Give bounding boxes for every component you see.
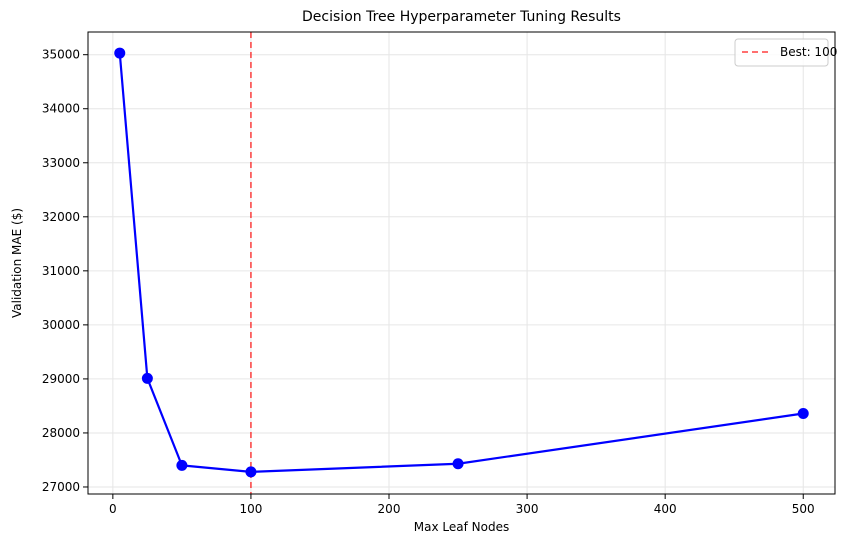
y-tick-label: 29000 xyxy=(42,372,80,386)
data-point xyxy=(452,458,464,470)
data-point xyxy=(141,372,153,384)
x-tick-label: 300 xyxy=(516,502,539,516)
x-tick-label: 200 xyxy=(378,502,401,516)
grid xyxy=(88,32,835,494)
legend-label-best: Best: 100 xyxy=(780,45,837,59)
data-point xyxy=(245,466,257,478)
ticks: 0 100 200 300 400 500 27000 28000 29000 30000 3100… xyxy=(42,48,815,516)
plot-frame xyxy=(87,31,836,495)
y-tick-label: 32000 xyxy=(42,210,80,224)
y-tick-label: 33000 xyxy=(42,156,80,170)
x-tick-label: 0 xyxy=(109,502,117,516)
y-tick-label: 35000 xyxy=(42,48,80,62)
y-tick-label: 31000 xyxy=(42,264,80,278)
x-tick-label: 400 xyxy=(654,502,677,516)
data-point xyxy=(797,407,809,419)
legend-box xyxy=(734,38,829,67)
x-tick-label: 100 xyxy=(239,502,262,516)
y-tick-label: 27000 xyxy=(42,480,80,494)
y-tick-label: 30000 xyxy=(42,318,80,332)
y-tick-label: 28000 xyxy=(42,426,80,440)
data-point xyxy=(176,459,188,471)
x-axis-label: Max Leaf Nodes xyxy=(414,520,509,534)
y-tick-label: 34000 xyxy=(42,102,80,116)
legend: Best: 100 xyxy=(734,38,837,67)
y-axis-label: Validation MAE ($) xyxy=(10,208,24,318)
series-line xyxy=(118,52,804,473)
x-tick-label: 500 xyxy=(792,502,815,516)
data-point xyxy=(114,47,126,59)
chart-title: Decision Tree Hyperparameter Tuning Resu… xyxy=(302,9,621,25)
series-layer xyxy=(114,47,809,478)
